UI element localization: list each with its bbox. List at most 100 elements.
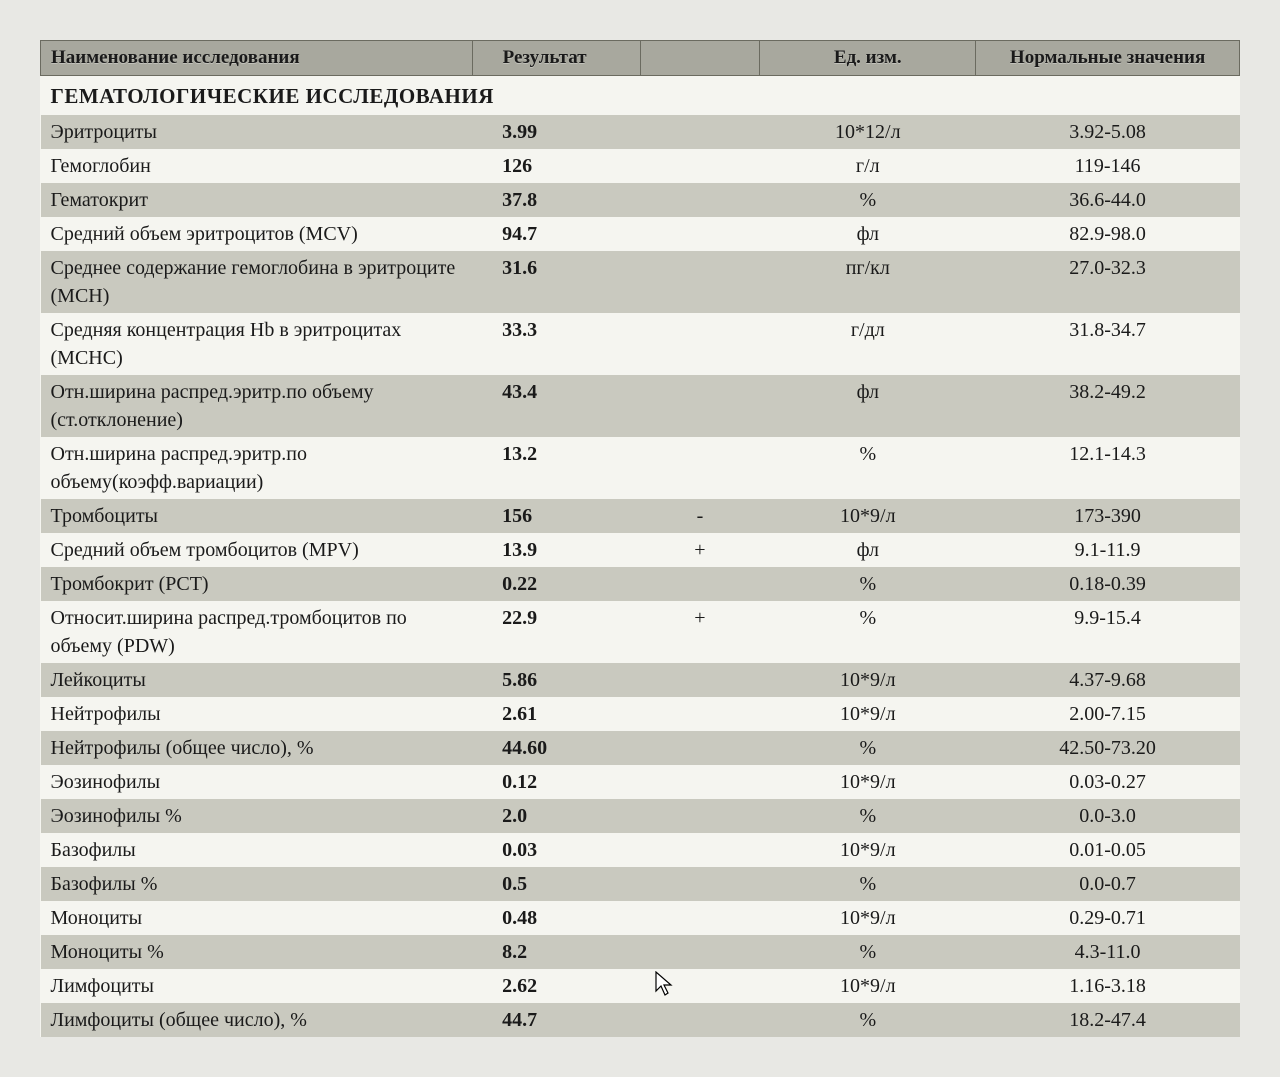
table-row: Тромбокрит (PCT)0.22%0.18-0.39 <box>41 567 1240 601</box>
cell-range: 9.9-15.4 <box>976 601 1240 663</box>
col-header-flag <box>640 41 760 76</box>
cell-unit: 10*9/л <box>760 833 976 867</box>
cell-name: Тромбокрит (PCT) <box>41 567 473 601</box>
cell-flag <box>640 1003 760 1037</box>
cell-unit: % <box>760 437 976 499</box>
table-row: Нейтрофилы (общее число), %44.60%42.50-7… <box>41 731 1240 765</box>
cell-range: 82.9-98.0 <box>976 217 1240 251</box>
cell-range: 27.0-32.3 <box>976 251 1240 313</box>
cell-range: 0.0-0.7 <box>976 867 1240 901</box>
table-row: Эритроциты3.9910*12/л3.92-5.08 <box>41 115 1240 149</box>
cell-flag <box>640 935 760 969</box>
cell-result: 5.86 <box>472 663 640 697</box>
cell-flag <box>640 969 760 1003</box>
cell-unit: % <box>760 935 976 969</box>
cell-unit: фл <box>760 217 976 251</box>
cell-flag: + <box>640 533 760 567</box>
results-table: Наименование исследования Результат Ед. … <box>40 40 1240 1037</box>
cell-name: Средний объем тромбоцитов (MPV) <box>41 533 473 567</box>
cell-flag <box>640 149 760 183</box>
cell-range: 0.03-0.27 <box>976 765 1240 799</box>
cell-range: 2.00-7.15 <box>976 697 1240 731</box>
table-row: Эозинофилы0.1210*9/л0.03-0.27 <box>41 765 1240 799</box>
cell-result: 22.9 <box>472 601 640 663</box>
table-row: Тромбоциты156-10*9/л173-390 <box>41 499 1240 533</box>
cell-result: 13.9 <box>472 533 640 567</box>
cell-result: 156 <box>472 499 640 533</box>
cell-result: 8.2 <box>472 935 640 969</box>
col-header-result: Результат <box>472 41 640 76</box>
table-row: Отн.ширина распред.эритр.по объему (ст.о… <box>41 375 1240 437</box>
cell-flag <box>640 567 760 601</box>
cell-name: Эозинофилы % <box>41 799 473 833</box>
col-header-name: Наименование исследования <box>41 41 473 76</box>
cell-range: 3.92-5.08 <box>976 115 1240 149</box>
table-row: Нейтрофилы2.61 10*9/л2.00-7.15 <box>41 697 1240 731</box>
cell-name: Лимфоциты <box>41 969 473 1003</box>
cell-unit: 10*9/л <box>760 697 976 731</box>
cell-unit: % <box>760 799 976 833</box>
table-row: Гемоглобин126г/л119-146 <box>41 149 1240 183</box>
cell-range: 4.3-11.0 <box>976 935 1240 969</box>
cell-name: Базофилы % <box>41 867 473 901</box>
cell-name: Эритроциты <box>41 115 473 149</box>
cell-result: 13.2 <box>472 437 640 499</box>
cell-name: Тромбоциты <box>41 499 473 533</box>
cell-range: 0.0-3.0 <box>976 799 1240 833</box>
cell-range: 42.50-73.20 <box>976 731 1240 765</box>
cell-flag <box>640 867 760 901</box>
table-row: Базофилы %0.5%0.0-0.7 <box>41 867 1240 901</box>
cell-result: 44.60 <box>472 731 640 765</box>
cell-name: Лимфоциты (общее число), % <box>41 1003 473 1037</box>
table-row: Лимфоциты2.6210*9/л1.16-3.18 <box>41 969 1240 1003</box>
cell-unit: % <box>760 567 976 601</box>
cell-name: Моноциты % <box>41 935 473 969</box>
table-row: Среднее содержание гемоглобина в эритроц… <box>41 251 1240 313</box>
cell-name: Отн.ширина распред.эритр.по объему (ст.о… <box>41 375 473 437</box>
cell-unit: % <box>760 867 976 901</box>
cell-result: 3.99 <box>472 115 640 149</box>
cell-flag <box>640 251 760 313</box>
cell-flag <box>640 901 760 935</box>
cell-flag: + <box>640 601 760 663</box>
table-row: Моноциты %8.2%4.3-11.0 <box>41 935 1240 969</box>
cell-unit: 10*9/л <box>760 663 976 697</box>
cell-flag <box>640 115 760 149</box>
cell-range: 9.1-11.9 <box>976 533 1240 567</box>
cell-unit: фл <box>760 533 976 567</box>
table-row: Лимфоциты (общее число), %44.7%18.2-47.4 <box>41 1003 1240 1037</box>
cell-range: 173-390 <box>976 499 1240 533</box>
cell-unit: 10*9/л <box>760 765 976 799</box>
lab-report-sheet: Наименование исследования Результат Ед. … <box>40 40 1240 1037</box>
cell-range: 4.37-9.68 <box>976 663 1240 697</box>
cell-name: Моноциты <box>41 901 473 935</box>
table-row: Относит.ширина распред.тромбоцитов по об… <box>41 601 1240 663</box>
cell-result: 37.8 <box>472 183 640 217</box>
cell-name: Средняя концентрация Hb в эритроцитах (M… <box>41 313 473 375</box>
cell-name: Гемоглобин <box>41 149 473 183</box>
cell-result: 2.61 <box>472 697 640 731</box>
cell-result: 126 <box>472 149 640 183</box>
cell-result: 0.03 <box>472 833 640 867</box>
cell-flag <box>640 663 760 697</box>
cell-range: 18.2-47.4 <box>976 1003 1240 1037</box>
cell-unit: пг/кл <box>760 251 976 313</box>
table-row: Эозинофилы %2.0%0.0-3.0 <box>41 799 1240 833</box>
cell-unit: % <box>760 731 976 765</box>
cell-flag <box>640 833 760 867</box>
cell-unit: г/л <box>760 149 976 183</box>
cell-result: 2.0 <box>472 799 640 833</box>
cell-unit: % <box>760 601 976 663</box>
cell-result: 0.5 <box>472 867 640 901</box>
cell-range: 36.6-44.0 <box>976 183 1240 217</box>
cell-range: 31.8-34.7 <box>976 313 1240 375</box>
cell-range: 12.1-14.3 <box>976 437 1240 499</box>
cell-name: Относит.ширина распред.тромбоцитов по об… <box>41 601 473 663</box>
cell-result: 0.48 <box>472 901 640 935</box>
table-row: Средний объем эритроцитов (MCV)94.7фл82.… <box>41 217 1240 251</box>
cell-name: Нейтрофилы <box>41 697 473 731</box>
table-row: Базофилы0.0310*9/л0.01-0.05 <box>41 833 1240 867</box>
section-title-row: ГЕМАТОЛОГИЧЕСКИЕ ИССЛЕДОВАНИЯ <box>41 76 1240 116</box>
table-body: ГЕМАТОЛОГИЧЕСКИЕ ИССЛЕДОВАНИЯ Эритроциты… <box>41 76 1240 1038</box>
cell-unit: 10*9/л <box>760 901 976 935</box>
